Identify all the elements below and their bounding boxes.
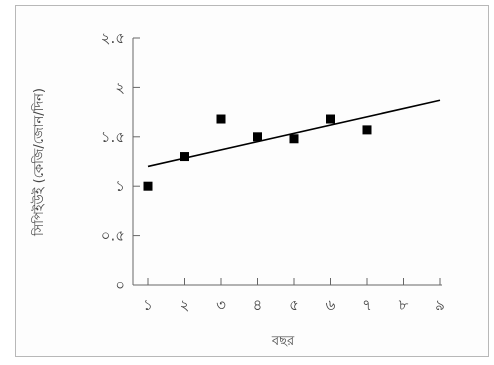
data-point [326, 114, 335, 124]
x-tick-label: ৮ [399, 296, 409, 314]
data-point [143, 181, 153, 191]
x-tick-label: ৯ [435, 296, 445, 314]
data-point [289, 134, 299, 144]
y-tick-label: ০ [115, 276, 125, 294]
y-axis-title: সিপিইউই (কেজি/জোন/দিন) [31, 88, 47, 237]
trend-line [147, 99, 441, 168]
x-tick-label: ৫ [289, 296, 299, 314]
trend-line-group [147, 99, 441, 168]
y-tick-label: ২.৫ [101, 29, 125, 47]
data-point [216, 114, 226, 124]
x-tick-label: ১ [143, 296, 153, 314]
data-points [143, 114, 372, 191]
y-tick-label: ১ [115, 177, 125, 195]
data-point [362, 125, 372, 135]
x-axis-title: বছর [271, 334, 295, 349]
data-point [180, 152, 189, 162]
y-tick-label: ০.৫ [101, 227, 125, 245]
x-tick-label: ৪ [253, 296, 263, 314]
x-tick-label: ২ [180, 296, 190, 314]
x-tick-label: ৬ [326, 296, 336, 314]
y-tick-label: ১.৫ [101, 128, 125, 146]
x-ticks: ১ ২ ৩ ৪ ৫ ৬ ৭ ৮ ৯ [143, 278, 445, 314]
chart-frame [15, 5, 489, 357]
y-tick-label: ২ [115, 78, 125, 96]
x-tick-label: ৩ [216, 296, 226, 314]
x-tick-label: ৭ [362, 296, 372, 314]
y-ticks: ০ ০.৫ ১ ১.৫ ২ ২.৫ [101, 29, 140, 294]
data-point [253, 132, 262, 142]
